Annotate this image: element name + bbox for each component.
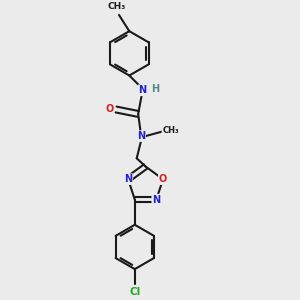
Text: N: N	[124, 174, 132, 184]
Text: CH₃: CH₃	[107, 2, 126, 11]
Text: CH₃: CH₃	[162, 126, 179, 135]
Text: O: O	[159, 174, 167, 184]
Text: Cl: Cl	[129, 287, 140, 297]
Text: H: H	[151, 84, 159, 94]
Text: N: N	[139, 85, 147, 95]
Text: N: N	[152, 195, 160, 205]
Text: N: N	[137, 131, 145, 141]
Text: O: O	[105, 104, 114, 115]
